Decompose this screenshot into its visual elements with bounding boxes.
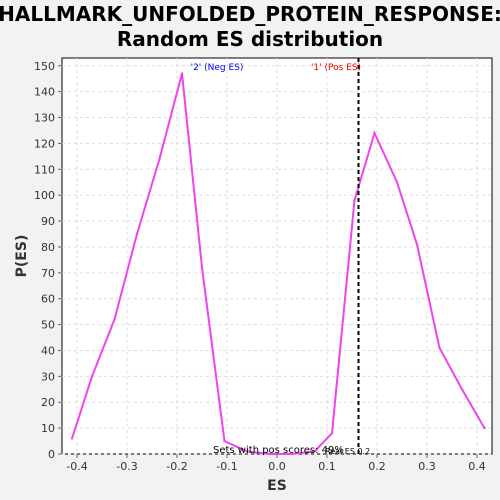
data-point (223, 439, 226, 443)
y-tick-label: 40 (41, 344, 55, 357)
x-axis-ticks: -0.4 -0.3 -0.2 -0.1 0.0 0.1 0.2 0.3 0.4 (66, 454, 486, 473)
data-point (245, 450, 249, 453)
data-point (415, 243, 419, 246)
data-point (395, 181, 399, 184)
y-tick-label: 140 (34, 86, 55, 99)
x-tick-label: 0.4 (468, 460, 486, 473)
es-distribution-points (70, 72, 486, 456)
data-point (158, 157, 161, 161)
y-tick-label: 120 (34, 137, 55, 150)
data-point (180, 72, 184, 75)
y-tick-label: 90 (41, 215, 55, 228)
y-tick-label: 110 (34, 163, 55, 176)
x-tick-label: -0.2 (166, 460, 187, 473)
neg-es-label: '2' (Neg ES) (191, 63, 244, 73)
es-distribution-line (71, 73, 486, 455)
data-point (113, 318, 116, 321)
data-point (135, 232, 139, 236)
x-tick-label: 0.1 (318, 460, 336, 473)
data-point (373, 131, 376, 135)
data-point (90, 375, 94, 378)
data-point (483, 426, 486, 430)
chart-title-line2: Random ES distribution (117, 27, 383, 51)
y-tick-label: 30 (41, 370, 55, 383)
x-axis-title: ES (267, 478, 287, 494)
y-tick-label: 130 (34, 112, 55, 125)
data-point (330, 432, 334, 435)
x-tick-label: -0.4 (66, 460, 87, 473)
pos-es-label: '1' (Pos ES) (311, 63, 361, 73)
y-tick-label: 150 (34, 60, 55, 73)
x-tick-label: -0.1 (216, 460, 237, 473)
y-tick-label: 50 (41, 319, 55, 332)
data-point (460, 388, 464, 391)
data-point (353, 199, 356, 202)
sets-pos-scores-label: Sets with pos scores: 49% (213, 445, 344, 456)
x-tick-label: 0.0 (268, 460, 286, 473)
data-point (313, 450, 316, 453)
y-tick-label: 70 (41, 267, 55, 280)
data-point (268, 452, 271, 456)
data-point (200, 266, 204, 269)
y-tick-label: 20 (41, 396, 55, 409)
y-tick-label: 80 (41, 241, 55, 254)
y-tick-label: 0 (48, 448, 55, 461)
y-axis-ticks: 0 10 20 30 40 50 60 70 80 90 100 110 120 130 140 150 (34, 60, 62, 461)
chart-title-line1: HALLMARK_UNFOLDED_PROTEIN_RESPONSE: (0, 2, 500, 26)
grid (62, 58, 492, 455)
x-tick-label: 0.3 (418, 460, 436, 473)
real-es-label: Real ES 0.2 (325, 447, 370, 456)
x-tick-label: 0.2 (368, 460, 386, 473)
data-point (438, 346, 441, 350)
y-axis-title: P(ES) (14, 235, 30, 278)
y-tick-label: 100 (34, 189, 55, 202)
y-tick-label: 10 (41, 422, 55, 435)
x-tick-label: -0.3 (116, 460, 137, 473)
data-point (70, 437, 74, 440)
data-point (290, 452, 294, 456)
y-tick-label: 60 (41, 293, 55, 306)
